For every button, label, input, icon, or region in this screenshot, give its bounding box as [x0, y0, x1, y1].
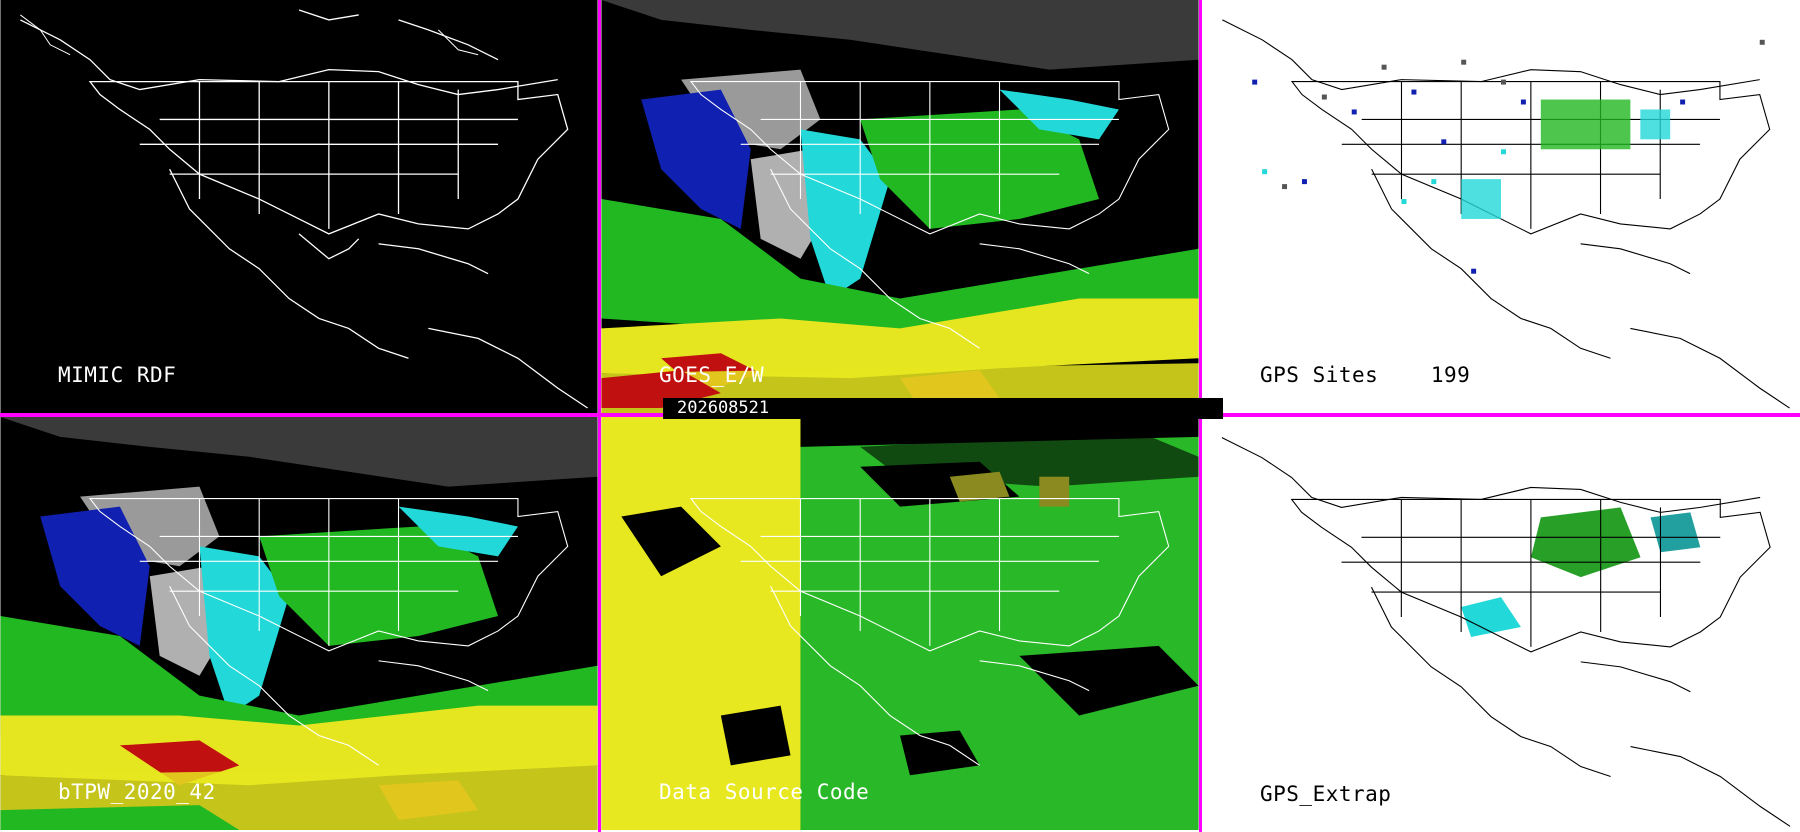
panel-label: bTPW_2020_42: [58, 780, 216, 804]
panel-goes-ew: GOES_E/W: [601, 0, 1199, 413]
timestamp-bar: 202608521: [663, 398, 1223, 419]
btpw-tpw-map: [0, 417, 598, 830]
panel-gps-extrap: GPS_Extrap: [1202, 417, 1800, 832]
panel-label: GPS Sites 199: [1260, 363, 1471, 387]
panel-label: GPS_Extrap: [1260, 782, 1392, 806]
panel-mimic-rdf: MIMIC RDF: [0, 0, 598, 413]
data-source-code-map: [601, 417, 1199, 830]
gps-sites-map: [1202, 0, 1800, 413]
panel-label: MIMIC RDF: [58, 363, 177, 387]
panel-btpw: bTPW_2020_42: [0, 417, 598, 830]
panel-data-source-code: Data Source Code: [601, 417, 1199, 830]
panel-label: Data Source Code: [659, 780, 870, 804]
mimic-rdf-map: [0, 0, 598, 413]
panel-gps-sites: GPS Sites 199: [1202, 0, 1800, 413]
panel-label: GOES_E/W: [659, 363, 765, 387]
goes-ew-tpw-map: [601, 0, 1199, 413]
gps-extrap-map: [1202, 417, 1800, 832]
gps-station-markers: [1252, 39, 1765, 274]
